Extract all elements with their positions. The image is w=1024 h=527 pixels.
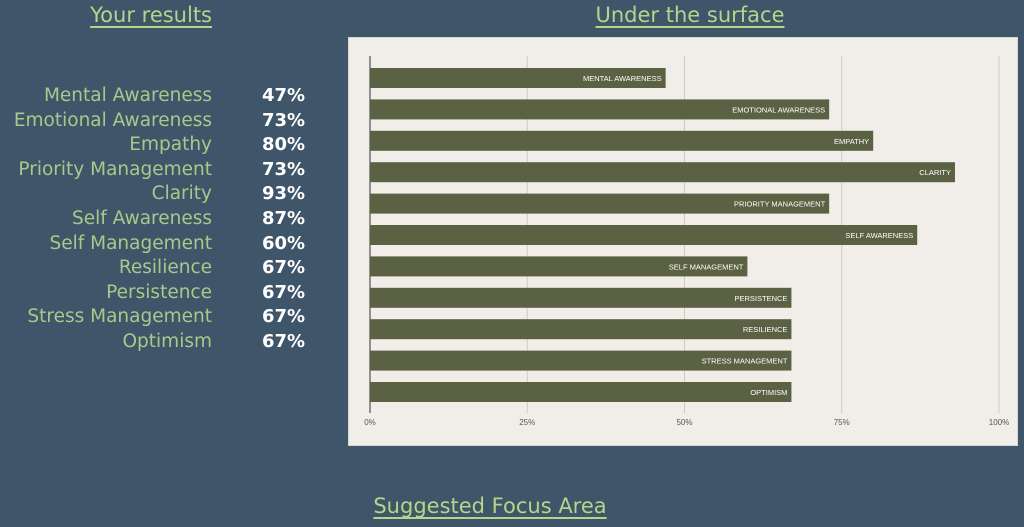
bar-label: EMPATHY: [834, 137, 869, 146]
x-tick-label: 50%: [676, 418, 692, 427]
result-row: Self Management 60%: [0, 232, 310, 257]
x-tick-label: 75%: [834, 418, 850, 427]
result-label: Empathy: [129, 134, 212, 156]
result-percent: 73%: [262, 158, 306, 180]
result-percent: 73%: [262, 109, 306, 131]
bar: [370, 319, 792, 340]
result-row: Optimism 67%: [0, 330, 310, 355]
result-row: Persistence 67%: [0, 281, 310, 306]
result-label: Priority Management: [18, 158, 212, 180]
x-tick-label: 100%: [989, 418, 1009, 427]
bar: [370, 350, 792, 371]
result-row: Self Awareness 87%: [0, 207, 310, 232]
result-row: Clarity 93%: [0, 182, 310, 207]
bar-label: MENTAL AWARENESS: [583, 74, 662, 83]
result-percent: 67%: [262, 257, 306, 279]
results-list: Mental Awareness 47% Emotional Awareness 73…: [0, 84, 310, 355]
result-percent: 93%: [262, 183, 306, 205]
result-percent: 67%: [262, 281, 306, 303]
result-label: Mental Awareness: [43, 85, 212, 106]
x-tick-label: 0%: [364, 418, 376, 427]
result-row: Empathy 80%: [0, 133, 310, 158]
suggested-focus-heading: Suggested Focus Area: [373, 494, 607, 518]
result-row: Emotional Awareness 73%: [0, 109, 310, 134]
results-heading: Your results: [90, 3, 212, 27]
bar: [370, 130, 874, 151]
bar: [370, 193, 830, 214]
result-percent: 67%: [262, 330, 306, 352]
bar-label: SELF AWARENESS: [845, 231, 913, 240]
x-tick-label: 25%: [519, 418, 535, 427]
result-percent: 80%: [262, 134, 306, 156]
bar-label: RESILIENCE: [743, 325, 788, 334]
bar: [370, 225, 918, 245]
result-percent: 67%: [262, 306, 306, 328]
result-label: Self Management: [49, 232, 212, 254]
result-label: Optimism: [122, 330, 212, 352]
result-label: Stress Management: [27, 306, 212, 328]
bar-label: CLARITY: [919, 168, 951, 177]
bar-label: SELF MANAGEMENT: [669, 262, 744, 271]
bar-label: STRESS MANAGEMENT: [702, 357, 788, 366]
bar: [370, 256, 748, 277]
bar: [370, 382, 792, 402]
bar: [370, 68, 666, 88]
result-label: Resilience: [118, 257, 212, 279]
bar: [370, 99, 830, 120]
bar-chart-panel: 0% 25% 50% 75% 100% MENTAL AWARENESS EMOTIONAL…: [348, 37, 1018, 446]
result-percent: 47%: [262, 85, 306, 106]
result-row: Mental Awareness 47%: [0, 84, 310, 109]
result-label: Emotional Awareness: [13, 109, 212, 131]
bar-label: PRIORITY MANAGEMENT: [734, 200, 826, 209]
bar: [370, 287, 792, 308]
result-label: Persistence: [106, 281, 212, 303]
result-percent: 60%: [262, 232, 306, 254]
result-row: Priority Management 73%: [0, 158, 310, 183]
result-percent: 87%: [262, 207, 306, 229]
bar-label: PERSISTENCE: [734, 294, 787, 303]
result-row: Stress Management 67%: [0, 305, 310, 330]
result-row: Resilience 67%: [0, 256, 310, 281]
bar-label: EMOTIONAL AWARENESS: [732, 105, 825, 114]
under-the-surface-heading: Under the surface: [595, 3, 785, 27]
bar: [370, 162, 955, 183]
result-label: Self Awareness: [72, 207, 212, 229]
bar-label: OPTIMISM: [750, 388, 787, 397]
bar-chart: 0% 25% 50% 75% 100% MENTAL AWARENESS EMOTIONAL…: [364, 56, 1009, 427]
result-label: Clarity: [151, 183, 212, 205]
